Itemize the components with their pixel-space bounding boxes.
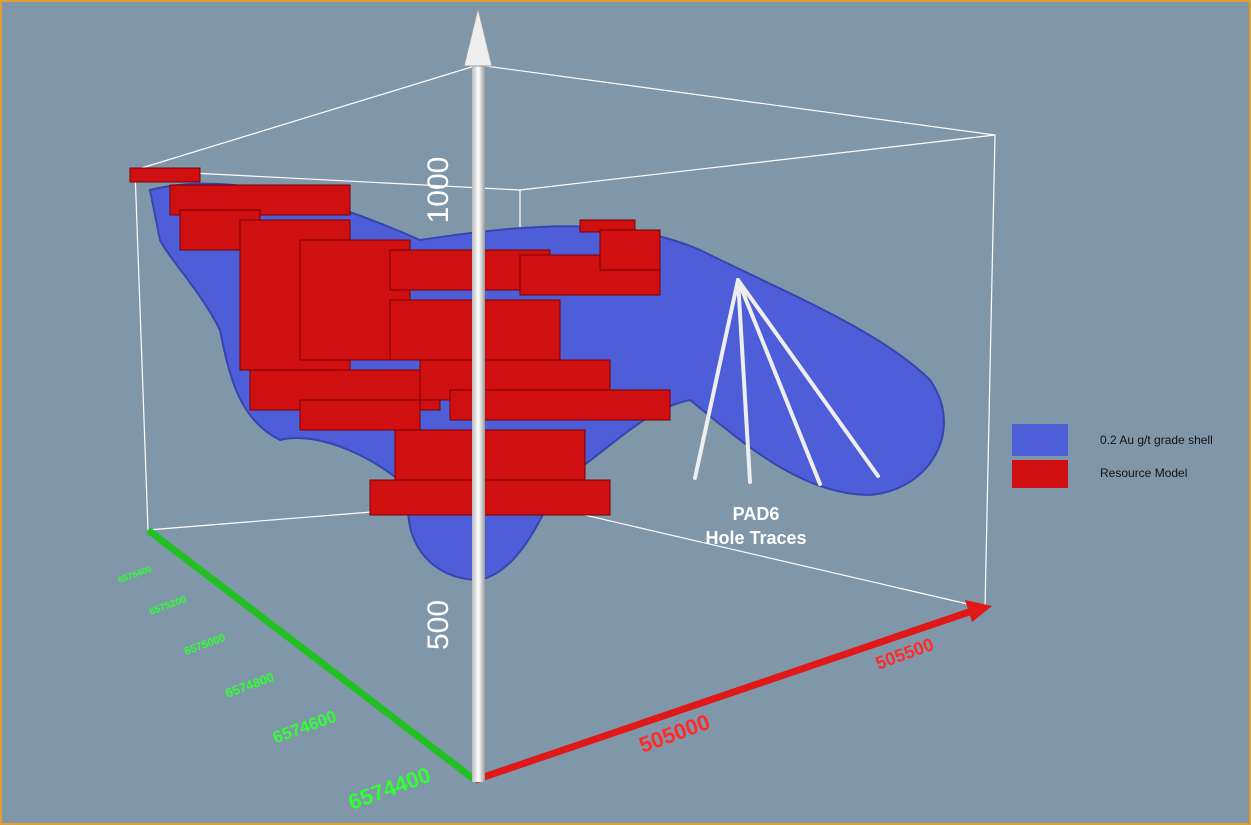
hole-traces	[693, 278, 880, 486]
northing-axis	[145, 527, 478, 783]
axis-label: 1000	[422, 157, 455, 224]
legend-label: Resource Model	[1100, 466, 1187, 480]
legend: 0.2 Au g/t grade shell Resource Model	[1012, 424, 1213, 488]
vertical-labels: 1000 500	[422, 157, 455, 650]
legend-label: 0.2 Au g/t grade shell	[1100, 433, 1213, 447]
axis-label: 500	[422, 600, 455, 650]
vertical-arrow	[463, 7, 493, 67]
vertical-axis	[472, 62, 485, 782]
resource-blocks	[129, 167, 671, 516]
legend-swatch	[1012, 460, 1068, 488]
axes	[145, 7, 992, 784]
easting-arrow	[965, 600, 992, 622]
annotation: PAD6 Hole Traces	[705, 504, 806, 548]
annotation-line: PAD6	[733, 504, 780, 524]
easting-axis	[473, 606, 977, 784]
legend-swatch	[1012, 424, 1068, 456]
annotation-line: Hole Traces	[705, 528, 806, 548]
